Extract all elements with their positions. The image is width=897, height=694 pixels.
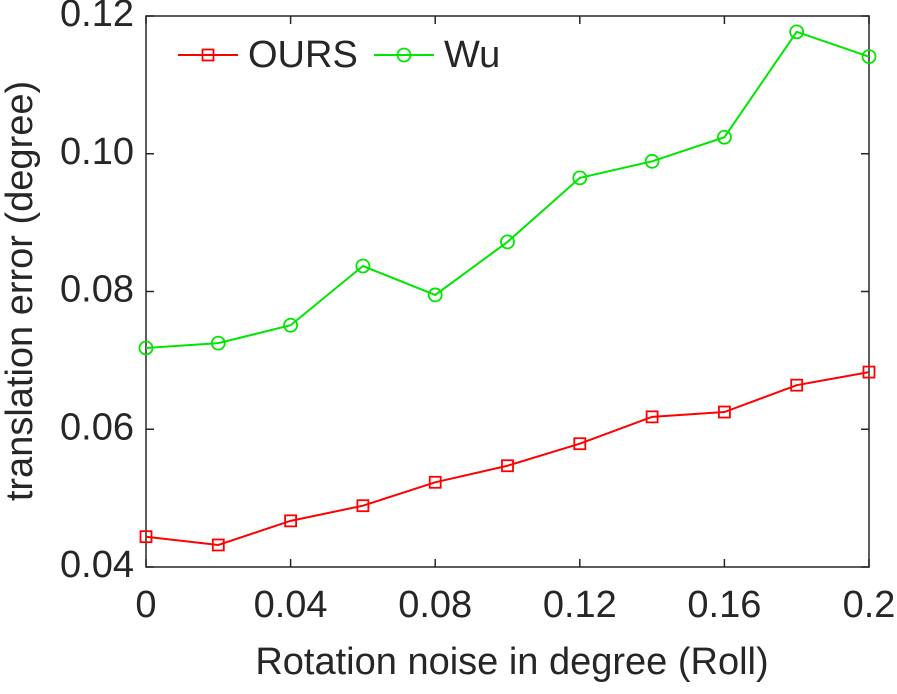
y-tick-label: 0.08	[60, 269, 134, 311]
marker	[789, 24, 805, 40]
marker	[861, 49, 877, 65]
marker	[572, 170, 588, 186]
series-line	[145, 30, 870, 349]
legend-marker	[396, 47, 412, 63]
legend-marker	[201, 48, 215, 62]
y-tick-label: 0.04	[60, 544, 134, 586]
marker	[501, 459, 514, 473]
x-tick-label: 0.16	[687, 584, 761, 626]
marker	[862, 365, 876, 379]
marker	[718, 405, 731, 419]
x-tick-label: 0.12	[543, 584, 617, 626]
marker	[717, 129, 732, 145]
x-axis-label: Rotation noise in degree (Roll)	[255, 641, 768, 683]
marker	[284, 514, 298, 528]
x-tick-label: 0	[135, 584, 156, 626]
legend-label: Wu	[444, 34, 500, 76]
marker	[573, 437, 587, 451]
marker	[790, 378, 804, 392]
marker	[211, 538, 225, 552]
plot-frame	[145, 15, 870, 568]
marker	[428, 475, 442, 489]
marker	[283, 317, 299, 333]
legend-label: OURS	[248, 34, 358, 76]
x-tick-label: 0.2	[843, 584, 896, 626]
marker	[138, 340, 154, 356]
x-tick-label: 0.08	[398, 584, 472, 626]
marker	[645, 410, 659, 424]
y-axis-label: translation error (degree)	[0, 81, 41, 501]
marker	[356, 499, 370, 513]
y-tick-label: 0.10	[60, 131, 134, 173]
y-tick-label: 0.12	[60, 0, 134, 35]
y-tick-label: 0.06	[60, 406, 134, 448]
marker	[210, 335, 226, 351]
marker	[644, 153, 660, 169]
marker	[355, 258, 371, 274]
series-line	[145, 371, 870, 546]
marker	[427, 287, 443, 303]
x-tick-label: 0.04	[254, 584, 328, 626]
marker	[139, 530, 153, 544]
marker	[500, 234, 515, 250]
